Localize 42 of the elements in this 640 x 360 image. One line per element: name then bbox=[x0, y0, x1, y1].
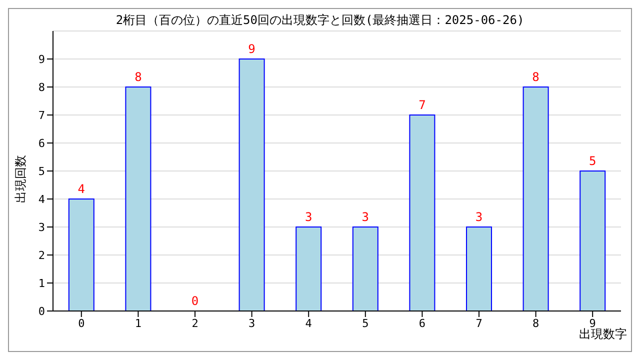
data-label: 4 bbox=[78, 182, 86, 196]
data-label: 7 bbox=[418, 98, 426, 112]
data-label: 8 bbox=[134, 70, 142, 84]
y-axis-title: 出現回数 bbox=[12, 155, 28, 203]
bar bbox=[68, 198, 94, 311]
data-label: 0 bbox=[191, 294, 199, 308]
bar bbox=[352, 226, 378, 311]
x-tick-label: 7 bbox=[476, 316, 482, 330]
x-tick-label: 1 bbox=[134, 316, 142, 330]
bar bbox=[580, 170, 606, 311]
x-tick-label: 0 bbox=[78, 316, 85, 330]
bar bbox=[409, 114, 436, 311]
y-tick-label: 5 bbox=[38, 164, 45, 178]
data-label: 3 bbox=[475, 210, 483, 224]
bar bbox=[466, 226, 492, 311]
y-tick-label: 6 bbox=[38, 136, 45, 150]
bar bbox=[296, 226, 322, 311]
data-label: 8 bbox=[532, 70, 540, 84]
x-tick-label: 9 bbox=[589, 316, 596, 330]
y-tick-label: 8 bbox=[38, 80, 45, 94]
x-axis-title: 出現数字 bbox=[579, 327, 627, 343]
x-tick-label: 6 bbox=[418, 316, 426, 330]
x-tick-label: 2 bbox=[192, 316, 198, 330]
data-label: 3 bbox=[362, 210, 370, 224]
x-tick-label: 4 bbox=[305, 316, 312, 330]
data-label: 3 bbox=[304, 210, 312, 224]
x-tick-label: 5 bbox=[362, 316, 369, 330]
y-tick-label: 7 bbox=[38, 108, 45, 122]
y-tick-label: 1 bbox=[38, 276, 45, 290]
y-tick-label: 3 bbox=[38, 220, 45, 234]
y-tick-label: 9 bbox=[38, 52, 45, 66]
y-tick-label: 0 bbox=[38, 304, 45, 318]
data-label: 9 bbox=[248, 42, 256, 56]
chart-title: 2桁目（百の位）の直近50回の出現数字と回数(最終抽選日：2025-06-26) bbox=[114, 12, 526, 29]
y-tick-label: 4 bbox=[38, 192, 46, 206]
x-tick-label: 3 bbox=[248, 316, 256, 330]
bar bbox=[125, 86, 152, 311]
x-tick-label: 8 bbox=[532, 316, 540, 330]
bar bbox=[522, 86, 549, 311]
y-tick-label: 2 bbox=[38, 248, 45, 262]
data-label: 5 bbox=[588, 154, 596, 168]
bar bbox=[238, 58, 265, 311]
